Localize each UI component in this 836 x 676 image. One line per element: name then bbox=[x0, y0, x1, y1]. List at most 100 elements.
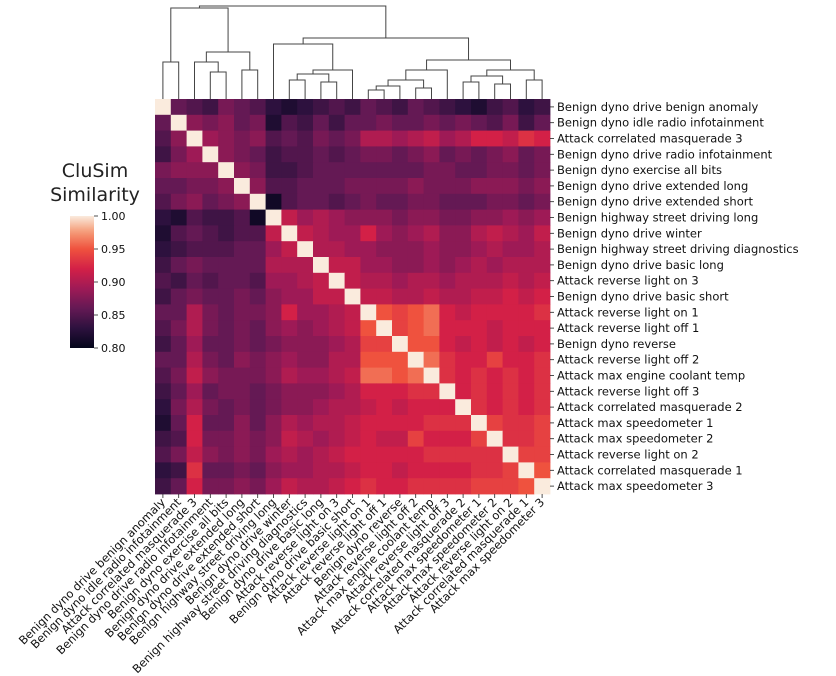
heatmap-cell bbox=[407, 430, 424, 447]
heatmap-cell bbox=[471, 351, 488, 368]
heatmap-cell bbox=[186, 446, 203, 463]
heatmap-cell bbox=[202, 351, 219, 368]
heatmap-cell bbox=[281, 462, 298, 479]
heatmap-cell bbox=[471, 320, 488, 337]
heatmap-cell bbox=[439, 336, 456, 353]
heatmap-cell bbox=[328, 399, 345, 416]
heatmap-cell bbox=[376, 446, 393, 463]
heatmap-cell bbox=[281, 399, 298, 416]
heatmap-cell bbox=[328, 162, 345, 179]
row-label: Benign dyno reverse bbox=[557, 337, 676, 351]
heatmap-cell bbox=[392, 462, 409, 479]
heatmap-cell bbox=[360, 130, 377, 147]
heatmap-cell bbox=[202, 304, 219, 321]
heatmap-cell bbox=[471, 162, 488, 179]
heatmap-cell bbox=[186, 162, 203, 179]
heatmap-cell bbox=[170, 193, 187, 210]
heatmap-cell bbox=[392, 272, 409, 289]
heatmap-cell bbox=[502, 114, 519, 131]
heatmap-cell bbox=[249, 178, 266, 195]
heatmap-cell bbox=[265, 351, 282, 368]
heatmap-cell bbox=[518, 430, 535, 447]
heatmap-cell bbox=[486, 225, 503, 242]
row-label: Benign highway street driving diagnostic… bbox=[557, 242, 799, 256]
heatmap-cell bbox=[202, 462, 219, 479]
heatmap-cell bbox=[423, 241, 440, 258]
heatmap-cell bbox=[407, 415, 424, 432]
heatmap-cell bbox=[328, 446, 345, 463]
heatmap-cell bbox=[170, 225, 187, 242]
heatmap-cell bbox=[328, 209, 345, 226]
heatmap-cell bbox=[455, 367, 472, 384]
heatmap-cell bbox=[155, 304, 172, 321]
heatmap-cell bbox=[234, 446, 251, 463]
heatmap-cell bbox=[155, 114, 172, 131]
heatmap-cell bbox=[439, 478, 456, 495]
heatmap-cell bbox=[439, 367, 456, 384]
heatmap-cell bbox=[423, 478, 440, 495]
heatmap-cell bbox=[265, 241, 282, 258]
heatmap-cell bbox=[344, 478, 361, 495]
heatmap-cell bbox=[455, 430, 472, 447]
heatmap-cell bbox=[170, 272, 187, 289]
heatmap-cell bbox=[518, 272, 535, 289]
heatmap-cell bbox=[265, 225, 282, 242]
heatmap-cell bbox=[186, 257, 203, 274]
heatmap-cell bbox=[328, 351, 345, 368]
heatmap-cell bbox=[297, 257, 314, 274]
heatmap-cell bbox=[376, 351, 393, 368]
dendrogram-link bbox=[296, 73, 330, 82]
dendrogram-link bbox=[367, 89, 385, 99]
heatmap-cell bbox=[392, 351, 409, 368]
heatmap-cell bbox=[249, 241, 266, 258]
heatmap-cell bbox=[202, 415, 219, 432]
heatmap-cell bbox=[392, 367, 409, 384]
heatmap-cell bbox=[392, 257, 409, 274]
heatmap-cell bbox=[407, 178, 424, 195]
heatmap-cell bbox=[265, 209, 282, 226]
heatmap-cell bbox=[392, 241, 409, 258]
heatmap-cell bbox=[423, 304, 440, 321]
heatmap-cell bbox=[407, 336, 424, 353]
heatmap-cell bbox=[376, 130, 393, 147]
heatmap-cell bbox=[392, 146, 409, 163]
heatmap-cell bbox=[534, 114, 551, 131]
heatmap-cell bbox=[360, 415, 377, 432]
heatmap-cell bbox=[407, 114, 424, 131]
heatmap-cell bbox=[502, 367, 519, 384]
heatmap-cell bbox=[249, 415, 266, 432]
heatmap-cell bbox=[518, 383, 535, 400]
heatmap-cell bbox=[186, 430, 203, 447]
heatmap-cell bbox=[234, 178, 251, 195]
heatmap-cell bbox=[360, 241, 377, 258]
heatmap-cell bbox=[360, 193, 377, 210]
heatmap-cell bbox=[486, 114, 503, 131]
heatmap-cell bbox=[502, 162, 519, 179]
heatmap-cell bbox=[186, 114, 203, 131]
heatmap-cell bbox=[486, 462, 503, 479]
heatmap-cell bbox=[281, 162, 298, 179]
heatmap-cell bbox=[344, 415, 361, 432]
heatmap-cell bbox=[518, 146, 535, 163]
heatmap-cell bbox=[423, 272, 440, 289]
heatmap-cell bbox=[328, 225, 345, 242]
heatmap-cell bbox=[234, 99, 251, 116]
dendrogram-link bbox=[205, 51, 251, 70]
heatmap-cell bbox=[328, 178, 345, 195]
heatmap-cell bbox=[534, 415, 551, 432]
heatmap-cell bbox=[186, 367, 203, 384]
heatmap-cell bbox=[218, 399, 235, 416]
heatmap-cell bbox=[344, 146, 361, 163]
heatmap-cell bbox=[455, 415, 472, 432]
heatmap-cell bbox=[407, 130, 424, 147]
heatmap-cell bbox=[344, 462, 361, 479]
heatmap-cell bbox=[344, 99, 361, 116]
heatmap-cell bbox=[313, 130, 330, 147]
heatmap-cell bbox=[202, 446, 219, 463]
heatmap-cell bbox=[439, 130, 456, 147]
heatmap-cell bbox=[518, 99, 535, 116]
heatmap-cell bbox=[186, 193, 203, 210]
heatmap-cell bbox=[281, 430, 298, 447]
heatmap-cell bbox=[486, 162, 503, 179]
heatmap-cell bbox=[423, 257, 440, 274]
